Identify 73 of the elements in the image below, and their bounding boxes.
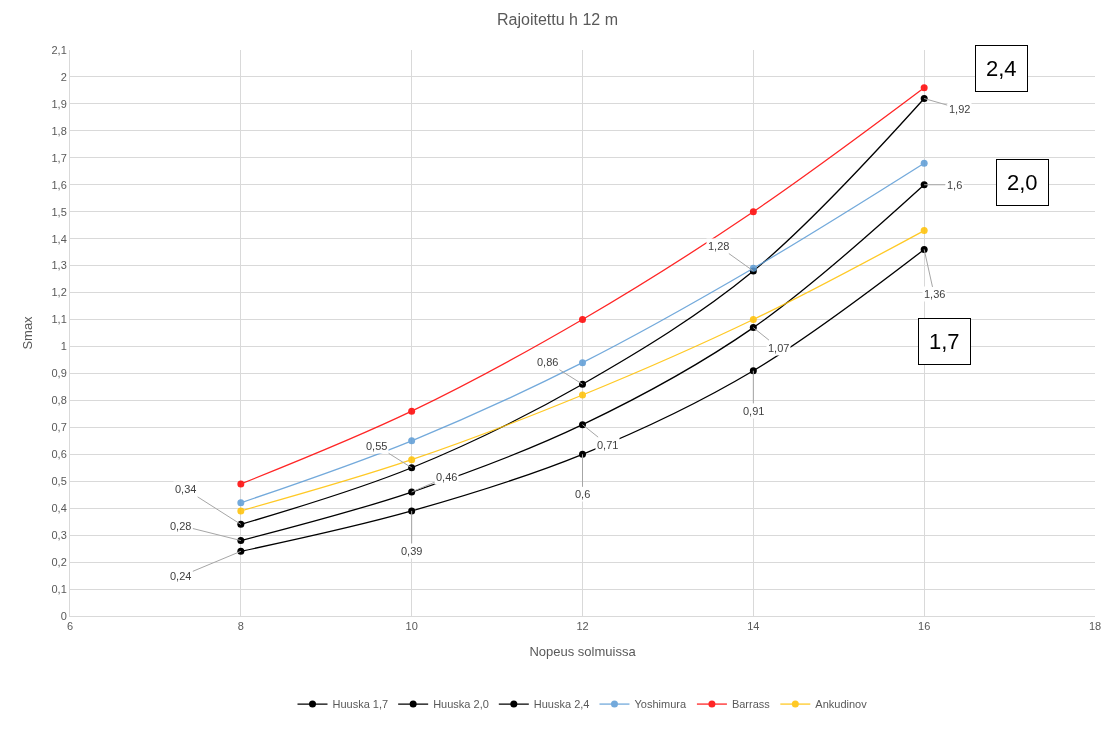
data-label: 1,36 bbox=[924, 288, 946, 300]
legend-label: Barrass bbox=[731, 698, 771, 711]
point bbox=[408, 507, 416, 515]
point bbox=[579, 316, 586, 324]
data-label: 1,92 bbox=[949, 103, 971, 115]
point bbox=[237, 507, 245, 515]
y-tick-label: 1,2 bbox=[51, 286, 67, 299]
x-axis-title: Nopeus solmuissa bbox=[529, 643, 637, 659]
point bbox=[749, 367, 757, 375]
x-tick-label: 16 bbox=[918, 620, 931, 633]
y-tick-label: 1 bbox=[60, 340, 67, 353]
y-tick-label: 0,7 bbox=[51, 421, 67, 434]
y-tick-label: 1,4 bbox=[51, 232, 67, 245]
point bbox=[408, 407, 416, 415]
data-label: 0,55 bbox=[366, 440, 388, 452]
y-tick-label: 2,1 bbox=[51, 43, 67, 56]
y-axis-title: Smax bbox=[20, 315, 36, 350]
point bbox=[579, 359, 586, 367]
x-tick-label: 6 bbox=[66, 620, 74, 633]
point bbox=[920, 227, 928, 235]
y-tick-label: 0,3 bbox=[51, 528, 67, 541]
data-label: 1,28 bbox=[708, 240, 730, 252]
y-tick-label: 1,5 bbox=[51, 205, 67, 218]
data-label: 1,6 bbox=[947, 179, 963, 191]
y-tick-label: 0,6 bbox=[51, 448, 67, 461]
chart-title: Rajoitettu h 12 m bbox=[497, 11, 618, 28]
point bbox=[920, 84, 928, 92]
annotation: 2,4 bbox=[986, 56, 1017, 81]
x-tick-label: 8 bbox=[237, 620, 244, 633]
y-tick-label: 0 bbox=[60, 609, 67, 622]
legend-label: Huuska 2,0 bbox=[433, 698, 489, 711]
data-label: 0,46 bbox=[436, 471, 458, 483]
data-label: 1,07 bbox=[768, 342, 790, 354]
point bbox=[579, 421, 586, 429]
point bbox=[237, 480, 245, 488]
data-label: 0,34 bbox=[175, 483, 197, 495]
y-tick-label: 1,9 bbox=[51, 97, 67, 110]
data-label: 0,86 bbox=[537, 356, 559, 368]
y-tick-label: 1,7 bbox=[51, 151, 67, 164]
point bbox=[920, 159, 928, 167]
y-tick-label: 1,8 bbox=[51, 124, 67, 137]
annotation: 2,0 bbox=[1007, 170, 1038, 195]
legend-label: Yoshimura bbox=[634, 698, 687, 711]
y-tick-label: 0,5 bbox=[51, 475, 67, 488]
legend-label: Huuska 2,4 bbox=[533, 698, 590, 711]
point bbox=[237, 499, 245, 507]
data-label: 0,6 bbox=[575, 488, 591, 500]
y-tick-label: 0,2 bbox=[51, 555, 67, 568]
y-tick-label: 1,1 bbox=[51, 313, 67, 326]
x-tick-label: 12 bbox=[576, 620, 589, 633]
y-tick-label: 0,4 bbox=[51, 502, 67, 515]
point bbox=[408, 456, 416, 464]
point bbox=[579, 391, 586, 399]
legend-label: Ankudinov bbox=[815, 698, 868, 711]
data-label: 0,91 bbox=[743, 405, 765, 417]
data-label: 0,39 bbox=[401, 545, 423, 557]
point bbox=[408, 437, 416, 445]
data-label: 0,71 bbox=[597, 439, 619, 451]
x-tick-label: 18 bbox=[1088, 620, 1102, 633]
y-tick-label: 2 bbox=[60, 70, 67, 83]
point bbox=[749, 208, 757, 216]
y-tick-label: 1,3 bbox=[51, 259, 67, 272]
data-label: 0,24 bbox=[170, 570, 192, 582]
y-tick-label: 0,9 bbox=[51, 367, 67, 380]
y-tick-label: 1,6 bbox=[51, 178, 67, 191]
annotation: 1,7 bbox=[929, 329, 960, 354]
x-tick-label: 14 bbox=[747, 620, 760, 633]
data-label: 0,28 bbox=[170, 520, 192, 532]
legend-label: Huuska 1,7 bbox=[332, 698, 389, 711]
x-tick-label: 10 bbox=[405, 620, 418, 633]
y-tick-label: 0,1 bbox=[51, 582, 67, 595]
y-tick-label: 0,8 bbox=[51, 394, 67, 407]
point bbox=[749, 316, 757, 324]
